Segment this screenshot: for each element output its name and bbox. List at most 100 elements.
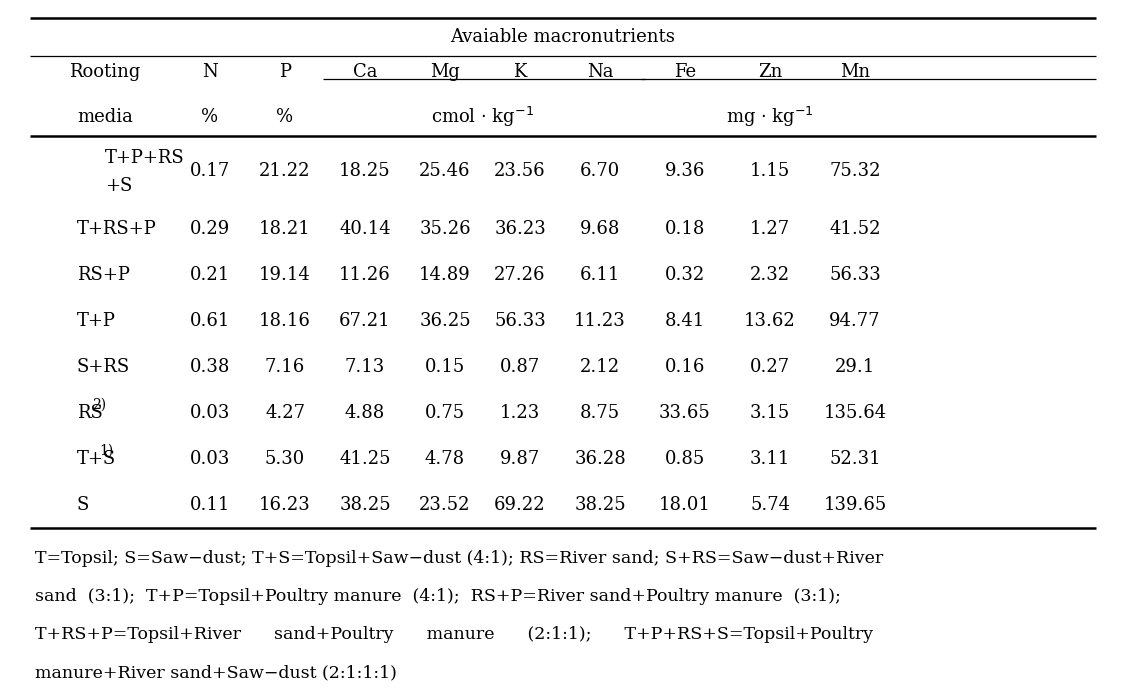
Text: manure+River sand+Saw−dust (2:1:1:1): manure+River sand+Saw−dust (2:1:1:1) <box>35 664 396 681</box>
Text: 27.26: 27.26 <box>494 266 546 284</box>
Text: Ca: Ca <box>352 63 377 81</box>
Text: 3.15: 3.15 <box>750 404 790 422</box>
Text: K: K <box>513 63 527 81</box>
Text: 2.32: 2.32 <box>750 266 790 284</box>
Text: Avaiable macronutrients: Avaiable macronutrients <box>450 28 676 46</box>
Text: T=Topsil; S=Saw−dust; T+S=Topsil+Saw−dust (4:1); RS=River sand; S+RS=Saw−dust+Ri: T=Topsil; S=Saw−dust; T+S=Topsil+Saw−dus… <box>35 550 883 567</box>
Text: 8.75: 8.75 <box>580 404 620 422</box>
Text: 0.03: 0.03 <box>190 404 230 422</box>
Text: 23.52: 23.52 <box>419 496 471 514</box>
Text: P: P <box>279 63 291 81</box>
Text: Zn: Zn <box>758 63 783 81</box>
Text: 56.33: 56.33 <box>829 266 881 284</box>
Text: 29.1: 29.1 <box>834 358 875 376</box>
Text: cmol $\cdot$ kg$^{-1}$: cmol $\cdot$ kg$^{-1}$ <box>431 105 534 129</box>
Text: 18.01: 18.01 <box>659 496 711 514</box>
Text: 9.36: 9.36 <box>664 162 705 180</box>
Text: 75.32: 75.32 <box>829 162 881 180</box>
Text: RS+P: RS+P <box>77 266 129 284</box>
Text: 0.11: 0.11 <box>190 496 230 514</box>
Text: 38.25: 38.25 <box>574 496 626 514</box>
Text: 0.17: 0.17 <box>190 162 230 180</box>
Text: Mg: Mg <box>430 63 459 81</box>
Text: S+RS: S+RS <box>77 358 131 376</box>
Text: 4.88: 4.88 <box>345 404 385 422</box>
Text: 40.14: 40.14 <box>339 220 391 238</box>
Text: mg $\cdot$ kg$^{-1}$: mg $\cdot$ kg$^{-1}$ <box>726 105 814 129</box>
Text: 7.16: 7.16 <box>265 358 305 376</box>
Text: 0.75: 0.75 <box>425 404 465 422</box>
Text: 0.15: 0.15 <box>425 358 465 376</box>
Text: 6.11: 6.11 <box>580 266 620 284</box>
Text: 0.21: 0.21 <box>190 266 230 284</box>
Text: 13.62: 13.62 <box>744 312 796 330</box>
Text: 56.33: 56.33 <box>494 312 546 330</box>
Text: 36.23: 36.23 <box>494 220 546 238</box>
Text: 18.25: 18.25 <box>339 162 391 180</box>
Text: %: % <box>202 108 218 126</box>
Text: 139.65: 139.65 <box>823 496 886 514</box>
Text: 0.03: 0.03 <box>190 450 230 468</box>
Text: Na: Na <box>587 63 614 81</box>
Text: 0.38: 0.38 <box>190 358 230 376</box>
Text: 41.52: 41.52 <box>829 220 881 238</box>
Text: media: media <box>77 108 133 126</box>
Text: 6.70: 6.70 <box>580 162 620 180</box>
Text: 38.25: 38.25 <box>339 496 391 514</box>
Text: 0.16: 0.16 <box>664 358 705 376</box>
Text: Rooting: Rooting <box>70 63 141 81</box>
Text: 23.56: 23.56 <box>494 162 546 180</box>
Text: T+P: T+P <box>77 312 116 330</box>
Text: T+S: T+S <box>77 450 116 468</box>
Text: 16.23: 16.23 <box>259 496 311 514</box>
Text: 0.29: 0.29 <box>190 220 230 238</box>
Text: 0.61: 0.61 <box>190 312 230 330</box>
Text: 1.27: 1.27 <box>750 220 790 238</box>
Text: 41.25: 41.25 <box>339 450 391 468</box>
Text: 5.74: 5.74 <box>750 496 790 514</box>
Text: RS: RS <box>77 404 102 422</box>
Text: sand  (3:1);  T+P=Topsil+Poultry manure  (4:1);  RS+P=River sand+Poultry manure : sand (3:1); T+P=Topsil+Poultry manure (4… <box>35 588 841 605</box>
Text: 67.21: 67.21 <box>339 312 391 330</box>
Text: 1.15: 1.15 <box>750 162 790 180</box>
Text: 3.11: 3.11 <box>750 450 790 468</box>
Text: 2.12: 2.12 <box>580 358 620 376</box>
Text: 1): 1) <box>99 444 114 458</box>
Text: 18.16: 18.16 <box>259 312 311 330</box>
Text: N: N <box>203 63 217 81</box>
Text: 18.21: 18.21 <box>259 220 311 238</box>
Text: 36.25: 36.25 <box>419 312 471 330</box>
Text: 135.64: 135.64 <box>823 404 886 422</box>
Text: 0.32: 0.32 <box>664 266 705 284</box>
Text: 19.14: 19.14 <box>259 266 311 284</box>
Text: T+RS+P: T+RS+P <box>77 220 157 238</box>
Text: 9.87: 9.87 <box>500 450 540 468</box>
Text: S: S <box>77 496 89 514</box>
Text: 5.30: 5.30 <box>265 450 305 468</box>
Text: 94.77: 94.77 <box>829 312 881 330</box>
Text: 4.27: 4.27 <box>265 404 305 422</box>
Text: 21.22: 21.22 <box>259 162 311 180</box>
Text: 11.23: 11.23 <box>574 312 626 330</box>
Text: 14.89: 14.89 <box>419 266 471 284</box>
Text: 7.13: 7.13 <box>345 358 385 376</box>
Text: +S: +S <box>105 177 133 195</box>
Text: 35.26: 35.26 <box>419 220 471 238</box>
Text: 52.31: 52.31 <box>829 450 881 468</box>
Text: %: % <box>277 108 294 126</box>
Text: T+RS+P=Topsil+River      sand+Poultry      manure      (2:1:1);      T+P+RS+S=To: T+RS+P=Topsil+River sand+Poultry manure … <box>35 626 873 643</box>
Text: 4.78: 4.78 <box>425 450 465 468</box>
Text: 8.41: 8.41 <box>664 312 705 330</box>
Text: 0.87: 0.87 <box>500 358 540 376</box>
Text: 36.28: 36.28 <box>574 450 626 468</box>
Text: 2): 2) <box>92 398 106 412</box>
Text: 1.23: 1.23 <box>500 404 540 422</box>
Text: 0.85: 0.85 <box>664 450 705 468</box>
Text: 9.68: 9.68 <box>580 220 620 238</box>
Text: 25.46: 25.46 <box>419 162 471 180</box>
Text: 69.22: 69.22 <box>494 496 546 514</box>
Text: 0.18: 0.18 <box>664 220 705 238</box>
Text: 33.65: 33.65 <box>659 404 711 422</box>
Text: Fe: Fe <box>674 63 696 81</box>
Text: Mn: Mn <box>840 63 870 81</box>
